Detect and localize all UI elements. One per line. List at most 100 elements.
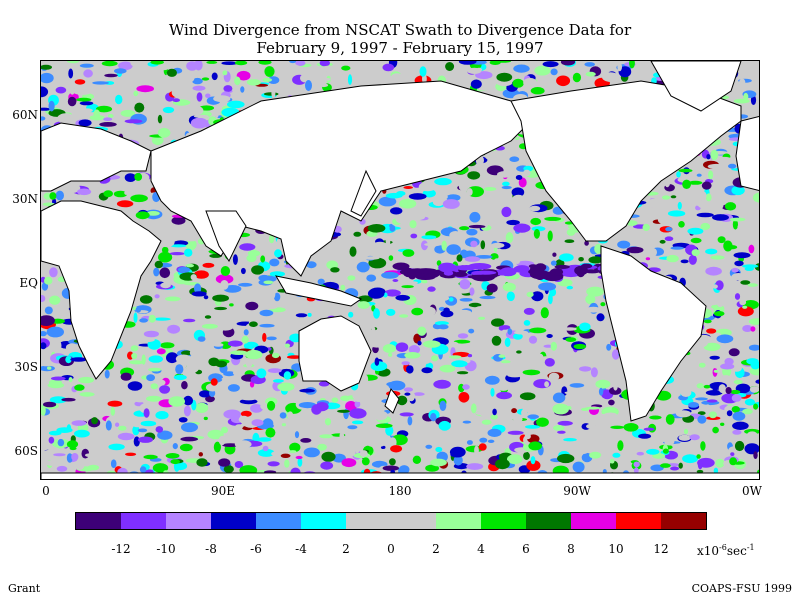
divergence-blob — [544, 216, 562, 221]
divergence-blob — [238, 262, 255, 267]
divergence-blob — [388, 352, 393, 357]
divergence-blob — [345, 448, 356, 457]
divergence-blob — [50, 376, 66, 381]
divergence-blob — [734, 260, 744, 267]
divergence-blob — [124, 173, 137, 182]
divergence-blob — [466, 188, 473, 196]
divergence-blob — [238, 282, 253, 287]
divergence-blob — [724, 202, 737, 211]
divergence-blob — [688, 402, 699, 408]
divergence-blob — [564, 391, 581, 395]
divergence-blob — [174, 339, 192, 346]
divergence-blob — [321, 253, 333, 261]
divergence-blob — [706, 328, 717, 334]
divergence-blob — [521, 153, 527, 164]
divergence-blob — [507, 454, 523, 465]
divergence-blob — [199, 390, 211, 398]
divergence-blob — [347, 425, 358, 430]
land-asia — [150, 80, 532, 277]
divergence-blob — [130, 194, 148, 203]
divergence-blob — [507, 430, 524, 435]
divergence-blob — [266, 336, 277, 341]
divergence-blob — [585, 306, 602, 313]
divergence-blob — [600, 454, 610, 461]
divergence-blob — [220, 266, 231, 276]
divergence-blob — [742, 264, 759, 268]
divergence-blob — [159, 385, 171, 394]
divergence-blob — [733, 98, 750, 104]
divergence-blob — [511, 187, 525, 197]
divergence-blob — [584, 240, 589, 246]
divergence-blob — [72, 414, 86, 419]
divergence-blob — [179, 443, 193, 452]
divergence-blob — [664, 437, 673, 446]
divergence-blob — [617, 440, 624, 451]
divergence-blob — [152, 463, 169, 473]
divergence-blob — [262, 445, 269, 452]
divergence-blob — [657, 215, 672, 225]
divergence-blob — [267, 76, 280, 84]
divergence-blob — [483, 450, 489, 460]
divergence-blob — [185, 239, 197, 251]
divergence-blob — [317, 443, 327, 451]
divergence-blob — [153, 267, 160, 277]
divergence-blob — [395, 294, 411, 301]
divergence-blob — [700, 441, 706, 451]
divergence-blob — [183, 395, 194, 406]
divergence-blob — [707, 449, 718, 454]
divergence-blob — [213, 95, 231, 103]
divergence-blob — [134, 172, 143, 181]
divergence-blob — [746, 431, 758, 440]
divergence-blob — [432, 295, 450, 302]
divergence-blob — [197, 336, 206, 342]
divergence-blob — [533, 228, 540, 239]
divergence-blob — [487, 439, 495, 443]
divergence-blob — [731, 273, 746, 281]
divergence-blob — [49, 396, 67, 404]
divergence-blob — [79, 63, 94, 68]
divergence-blob — [742, 325, 753, 332]
divergence-blob — [666, 254, 679, 263]
land-new-zealand — [384, 387, 400, 414]
divergence-blob — [213, 441, 221, 453]
divergence-blob — [511, 408, 517, 414]
colorbar-tick-label-1: -10 — [156, 542, 176, 556]
divergence-blob — [366, 242, 376, 249]
divergence-blob — [688, 180, 703, 185]
convergence-blob — [549, 268, 564, 276]
divergence-blob — [467, 354, 473, 358]
divergence-blob — [71, 420, 87, 426]
divergence-blob — [222, 70, 228, 76]
divergence-blob — [438, 324, 449, 330]
divergence-blob — [169, 252, 185, 256]
divergence-blob — [349, 246, 357, 257]
divergence-blob — [676, 171, 681, 178]
divergence-blob — [447, 434, 457, 444]
divergence-blob — [378, 196, 397, 207]
divergence-blob — [410, 213, 426, 221]
divergence-blob — [269, 258, 280, 267]
divergence-blob — [636, 62, 642, 69]
divergence-blob — [483, 339, 490, 346]
divergence-blob — [706, 399, 718, 403]
divergence-blob — [99, 122, 117, 127]
divergence-blob — [235, 424, 244, 429]
divergence-blob — [476, 356, 485, 366]
divergence-blob — [214, 107, 219, 118]
divergence-blob — [562, 327, 577, 331]
divergence-blob — [135, 306, 141, 313]
divergence-blob — [191, 291, 207, 297]
divergence-blob — [457, 373, 469, 384]
divergence-blob — [245, 349, 263, 360]
divergence-blob — [303, 268, 313, 279]
lat-label-60n: 60N — [12, 108, 38, 122]
divergence-blob — [526, 460, 541, 471]
divergence-blob — [404, 392, 411, 396]
colorbar-swatch-4 — [256, 513, 301, 529]
divergence-blob — [462, 420, 472, 424]
divergence-blob — [713, 311, 725, 317]
divergence-blob — [731, 267, 739, 273]
divergence-blob — [542, 61, 559, 68]
divergence-blob — [319, 61, 330, 67]
divergence-blob — [189, 348, 201, 357]
